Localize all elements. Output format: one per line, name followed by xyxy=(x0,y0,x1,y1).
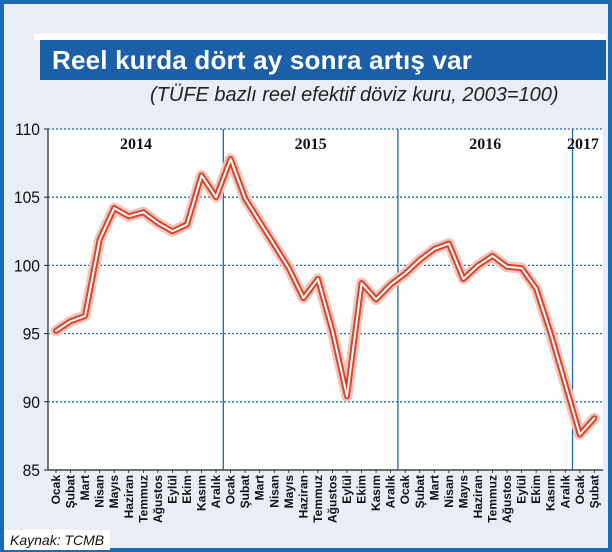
x-tick-label: Temmuz xyxy=(311,475,325,523)
y-tick-label: 110 xyxy=(15,120,40,139)
x-tick-label: Mart xyxy=(253,475,267,500)
x-tick-label: Haziran xyxy=(296,475,310,518)
source-note: Kaynak: TCMB xyxy=(4,530,111,550)
x-tick-label: Nisan xyxy=(93,475,107,508)
chart-title: Reel kurda dört ay sonra artış var xyxy=(34,34,606,80)
x-tick-label: Şubat xyxy=(587,475,601,508)
year-label: 2017 xyxy=(567,136,599,153)
x-tick-label: Mart xyxy=(427,475,441,500)
y-tick-label: 85 xyxy=(23,461,40,480)
y-tick-label: 90 xyxy=(23,393,40,412)
x-tick-label: Şubat xyxy=(413,475,427,508)
x-tick-label: Mayıs xyxy=(456,475,470,509)
x-tick-label: Eylül xyxy=(515,475,529,504)
x-tick-label: Şubat xyxy=(238,475,252,508)
y-tick-label: 105 xyxy=(14,189,40,208)
series-line xyxy=(50,153,600,440)
y-tick-label: 95 xyxy=(23,325,40,344)
x-tick-label: Ağustos xyxy=(151,475,165,523)
year-label: 2016 xyxy=(469,136,501,153)
y-tick-label: 100 xyxy=(14,257,40,276)
x-tick-label: Eylül xyxy=(165,475,179,504)
x-tick-label: Ocak xyxy=(49,475,63,505)
x-tick-label: Şubat xyxy=(64,475,78,508)
x-tick-label: Kasım xyxy=(544,475,558,511)
x-tick-label: Ekim xyxy=(529,475,543,504)
x-tick-label: Haziran xyxy=(122,475,136,518)
year-labels: 2014 2015 2016 2017 xyxy=(120,136,599,153)
x-tick-label: Ağustos xyxy=(325,475,339,523)
x-tick-label: Mart xyxy=(78,475,92,500)
x-tick-label: Nisan xyxy=(267,475,281,508)
x-tick-label: Mayıs xyxy=(282,475,296,509)
x-tick-label: Eylül xyxy=(340,475,354,504)
x-tick-label: Ocak xyxy=(573,475,587,505)
x-tick-label: Aralık xyxy=(384,475,398,509)
x-tick-label: Nisan xyxy=(442,475,456,508)
x-axis: Ocak Şubat Mart Nisan Mayıs Haziran Temmuz Ağus… xyxy=(49,470,601,523)
x-tick-label: Ocak xyxy=(398,475,412,505)
x-tick-label: Kasım xyxy=(369,475,383,511)
x-tick-label: Mayıs xyxy=(107,475,121,509)
x-tick-label: Ağustos xyxy=(500,475,514,523)
x-tick-label: Ekim xyxy=(355,475,369,504)
x-tick-label: Aralık xyxy=(209,475,223,509)
chart-subtitle: (TÜFE bazlı reel efektif döviz kuru, 200… xyxy=(150,84,559,106)
x-tick-label: Ocak xyxy=(224,475,238,505)
year-label: 2014 xyxy=(120,136,152,153)
x-tick-label: Temmuz xyxy=(136,475,150,523)
x-tick-label: Haziran xyxy=(471,475,485,518)
x-tick-label: Ekim xyxy=(180,475,194,504)
year-label: 2015 xyxy=(295,136,327,153)
series-line-highlight xyxy=(55,158,596,436)
x-tick-label: Aralık xyxy=(558,475,572,509)
x-tick-label: Temmuz xyxy=(486,475,500,523)
y-axis: 85 90 95 100 105 110 xyxy=(14,120,48,480)
x-tick-label: Kasım xyxy=(195,475,209,511)
